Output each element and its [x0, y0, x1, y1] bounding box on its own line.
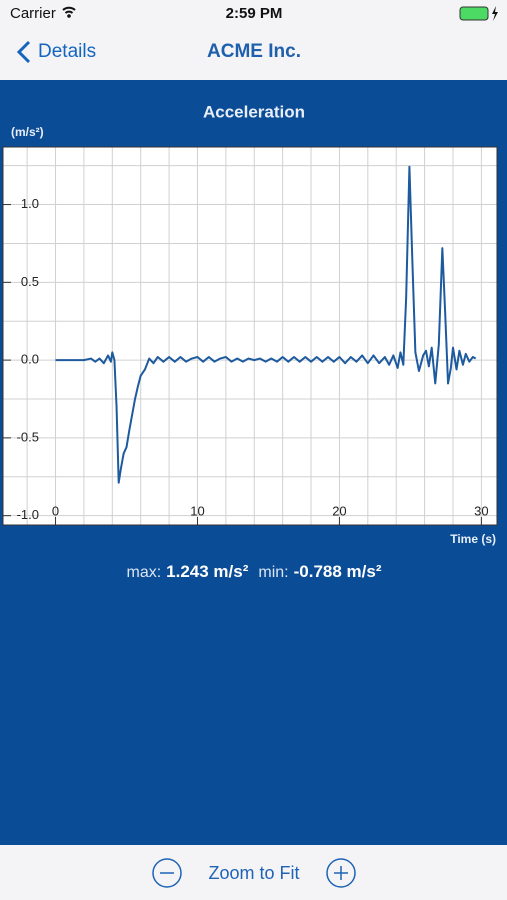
y-tick-label: -0.5	[17, 429, 39, 444]
battery	[459, 6, 489, 21]
plot-border	[2, 146, 498, 526]
y-tick-label: 0.5	[21, 274, 39, 289]
chart-title: Acceleration	[203, 102, 305, 121]
plus-icon	[334, 866, 348, 880]
min-value: -0.788 m/s²	[294, 562, 382, 581]
zoom-out-button[interactable]	[152, 858, 182, 888]
back-button[interactable]: Details	[38, 41, 96, 62]
max-value: 1.243 m/s²	[166, 562, 249, 581]
y-tick-label: 1.0	[21, 196, 39, 211]
charging-icon	[492, 6, 498, 21]
stats: max: 1.243 m/s² min: -0.788 m/s²	[126, 562, 381, 581]
series-line	[55, 165, 477, 484]
x-tick-label: 30	[474, 503, 488, 518]
x-axis-label: Time (s)	[450, 532, 496, 546]
zoom-to-fit-button[interactable]: Zoom to Fit	[208, 863, 299, 883]
max-label: max:	[126, 564, 161, 581]
wifi-icon	[62, 6, 76, 14]
plot-area	[3, 147, 497, 525]
y-tick-label: 0.0	[21, 352, 39, 367]
wifi-dot	[67, 14, 71, 18]
y-axis-label: (m/s²)	[11, 125, 44, 139]
x-tick-label: 20	[332, 503, 346, 518]
nav-title: ACME Inc.	[207, 41, 301, 62]
zoom-in-button[interactable]	[326, 858, 356, 888]
back-chevron[interactable]	[16, 40, 31, 64]
clock: 2:59 PM	[226, 5, 283, 22]
carrier: Carrier	[10, 5, 56, 22]
toolbar	[0, 845, 507, 900]
min-label: min:	[258, 564, 288, 581]
x-tick-label: 0	[52, 503, 59, 518]
top-bar	[0, 0, 507, 80]
y-tick-label: -1.0	[17, 507, 39, 522]
x-tick-label: 10	[190, 503, 204, 518]
